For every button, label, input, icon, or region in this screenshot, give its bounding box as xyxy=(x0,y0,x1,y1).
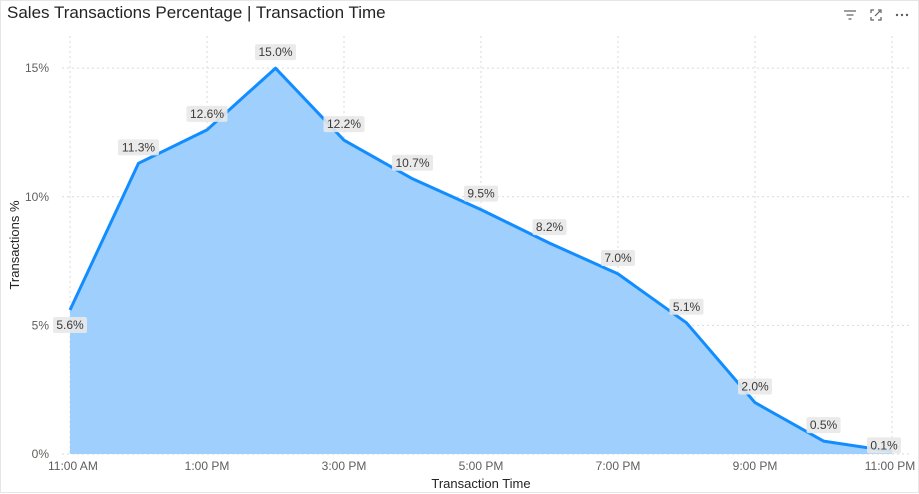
data-label-background xyxy=(669,298,704,315)
data-label: 15.0% xyxy=(255,44,296,61)
data-label-text: 0.5% xyxy=(810,418,838,432)
data-label: 5.1% xyxy=(669,298,704,315)
data-label-background xyxy=(867,437,901,454)
x-axis-ticks: 11:00 AM 1:00 PM 3:00 PM 5:00 PM 7:00 PM 9:00… xyxy=(48,459,915,473)
data-label-background xyxy=(532,219,567,236)
data-label-background xyxy=(738,378,772,395)
data-label: 9.5% xyxy=(464,185,498,202)
data-label: 12.6% xyxy=(186,105,228,122)
x-tick-label: 7:00 PM xyxy=(596,459,641,473)
y-tick-label: 0% xyxy=(32,447,50,461)
x-tick-label: 11:00 AM xyxy=(48,459,98,473)
area-fill xyxy=(70,68,892,454)
data-label: 7.0% xyxy=(601,249,635,266)
x-tick-label: 9:00 PM xyxy=(733,459,778,473)
data-label-text: 11.3% xyxy=(122,140,155,154)
y-tick-label: 10% xyxy=(25,190,49,204)
x-tick-label: 5:00 PM xyxy=(459,459,504,473)
series-line xyxy=(68,66,893,453)
data-label-background xyxy=(392,154,433,171)
y-tick-label: 5% xyxy=(32,318,50,332)
filter-icon[interactable] xyxy=(840,5,860,25)
data-label-text: 5.1% xyxy=(673,300,701,314)
data-label: 0.5% xyxy=(806,417,841,434)
data-label-background xyxy=(118,139,159,156)
data-label-text: 7.0% xyxy=(604,251,632,265)
data-label-background xyxy=(53,316,87,333)
x-tick-label: 1:00 PM xyxy=(185,459,230,473)
data-label-text: 0.1% xyxy=(870,438,898,452)
data-label-text: 2.0% xyxy=(741,380,769,394)
data-labels: 5.6% 11.3% 12.6% 15.0% 12.2% 10.7% 9.5% 8.2% 7.0… xyxy=(53,44,901,454)
data-label-text: 9.5% xyxy=(467,187,495,201)
data-label: 8.2% xyxy=(532,219,567,236)
data-label-background xyxy=(255,44,296,61)
data-label: 12.2% xyxy=(323,116,365,133)
data-label-text: 8.2% xyxy=(536,220,564,234)
data-label: 0.1% xyxy=(867,437,901,454)
x-axis-title: Transaction Time xyxy=(431,476,530,491)
x-tick-label: 11:00 PM xyxy=(865,459,915,473)
data-label-text: 12.6% xyxy=(190,107,224,121)
data-label-text: 15.0% xyxy=(258,45,292,59)
data-label-background xyxy=(186,105,228,122)
y-axis-title: Transactions % xyxy=(7,200,22,290)
focus-mode-icon[interactable] xyxy=(866,5,886,25)
more-options-icon[interactable] xyxy=(892,5,912,25)
data-label: 2.0% xyxy=(738,378,772,395)
data-label: 11.3% xyxy=(118,139,159,156)
data-label-background xyxy=(323,116,365,133)
visual-header-icons xyxy=(840,5,912,25)
data-label-background xyxy=(806,417,841,434)
y-axis-ticks: 0% 5% 10% 15% xyxy=(25,61,49,461)
data-label-background xyxy=(464,185,498,202)
data-label-text: 5.6% xyxy=(56,318,84,332)
data-label: 10.7% xyxy=(392,154,433,171)
data-label-text: 12.2% xyxy=(327,117,361,131)
chart-title: Sales Transactions Percentage | Transact… xyxy=(7,3,386,22)
y-tick-label: 15% xyxy=(25,61,49,75)
data-label: 5.6% xyxy=(53,316,87,333)
data-label-background xyxy=(601,249,635,266)
data-label-text: 10.7% xyxy=(395,156,429,170)
x-tick-label: 3:00 PM xyxy=(322,459,367,473)
